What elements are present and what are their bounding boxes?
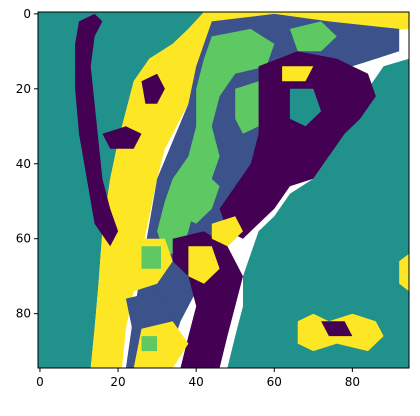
heatmap-region-class-4 <box>211 216 243 247</box>
heatmap-region-class-0 <box>219 51 376 239</box>
heatmap-region-class-4 <box>133 321 189 368</box>
x-tick-label: 20 <box>110 375 125 389</box>
y-tick-label: 80 <box>16 307 31 321</box>
x-tick-label: 0 <box>36 375 44 389</box>
heatmap-region-class-0 <box>321 321 353 337</box>
x-tick-label: 80 <box>345 375 360 389</box>
x-tick-label: 40 <box>189 375 204 389</box>
y-tick-label: 60 <box>16 232 31 246</box>
heatmap-region-class-3 <box>289 21 337 52</box>
plot-frame <box>37 11 410 369</box>
y-tick-label: 40 <box>16 157 31 171</box>
heatmap-region-class-4 <box>282 66 314 82</box>
heatmap-region-class-2 <box>227 58 409 368</box>
heatmap-region-class-4 <box>90 12 409 368</box>
heatmap-region-class-3 <box>141 336 158 352</box>
x-axis: 0 20 40 60 80 <box>36 368 360 389</box>
heatmap-region-class-3 <box>172 171 220 224</box>
y-axis: 0 20 40 60 80 <box>16 7 38 321</box>
heatmap-region-class-0 <box>75 13 119 247</box>
heatmap-region-class-0 <box>141 73 165 104</box>
y-tick-label: 20 <box>16 82 31 96</box>
heatmap-region-class-4 <box>399 253 409 292</box>
heatmap-region-class-3 <box>141 246 161 269</box>
y-tick-label: 0 <box>23 7 31 21</box>
x-tick-label: 60 <box>267 375 282 389</box>
heatmap-region-class-4 <box>188 246 220 284</box>
heatmap-region-class-2 <box>289 88 322 127</box>
heatmap-region-class-0 <box>102 126 142 149</box>
heatmap-image <box>38 12 409 368</box>
